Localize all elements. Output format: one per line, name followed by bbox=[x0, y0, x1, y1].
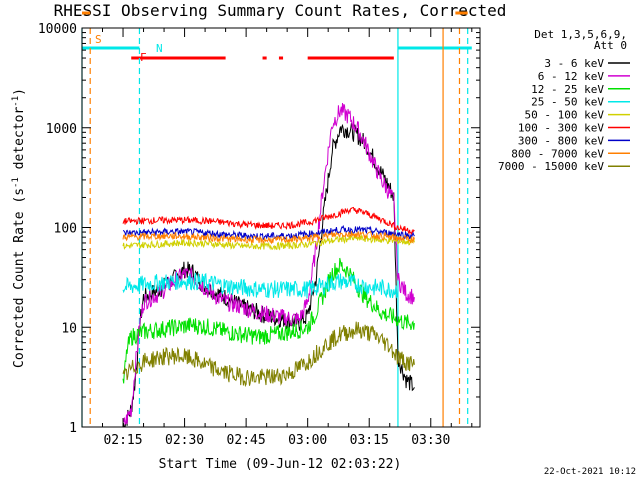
legend-label-3: 25 - 50 keV bbox=[531, 96, 604, 109]
legend-label-2: 12 - 25 keV bbox=[531, 83, 604, 96]
legend-header: Det 1,3,5,6,9,Att 0 bbox=[534, 28, 627, 52]
series-line-2 bbox=[122, 257, 415, 384]
y-tick-label-0: 1 bbox=[69, 421, 77, 436]
x-tick-label-3: 03:00 bbox=[288, 433, 327, 448]
y-tick-label-3: 1000 bbox=[46, 122, 77, 137]
legend-label-0: 3 - 6 keV bbox=[544, 57, 604, 70]
series-line-7 bbox=[122, 230, 415, 245]
legend-label-5: 100 - 300 keV bbox=[518, 122, 604, 135]
legend-label-6: 300 - 800 keV bbox=[518, 134, 604, 147]
series-line-5 bbox=[122, 206, 415, 236]
y-axis-label-main: Corrected Count Rate (s bbox=[12, 188, 27, 368]
y-axis-label-sup1: -1 bbox=[11, 177, 21, 188]
legend-label-7: 800 - 7000 keV bbox=[511, 147, 604, 160]
y-axis-label-sup2: -1 bbox=[11, 96, 21, 107]
y-tick-label-2: 100 bbox=[54, 222, 77, 237]
series-line-1 bbox=[122, 102, 415, 426]
x-tick-label-1: 02:30 bbox=[165, 433, 204, 448]
x-tick-label-5: 03:30 bbox=[411, 433, 450, 448]
legend-label-8: 7000 - 15000 keV bbox=[498, 160, 604, 173]
x-axis-label: Start Time (09-Jun-12 02:03:22) bbox=[159, 457, 402, 472]
flag-label-flare: F bbox=[140, 51, 147, 64]
series-lines bbox=[122, 102, 415, 428]
series-line-4 bbox=[122, 233, 415, 251]
flag-bars: S NF bbox=[82, 11, 472, 64]
x-tick-label-4: 03:15 bbox=[350, 433, 389, 448]
legend-label-1: 6 - 12 keV bbox=[538, 70, 605, 83]
legend-header-line-0: Det 1,3,5,6,9, bbox=[534, 28, 627, 41]
series-line-3 bbox=[122, 272, 399, 299]
y-axis-label: Corrected Count Rate (s-1 detector-1) bbox=[11, 88, 27, 368]
legend-header-line-1: Att 0 bbox=[594, 39, 627, 52]
y-tick-label-1: 10 bbox=[61, 321, 77, 336]
series-line-0 bbox=[122, 123, 415, 428]
series-line-8 bbox=[122, 321, 415, 388]
date-stamp: 22-Oct-2021 10:12 bbox=[544, 467, 636, 477]
x-tick-label-2: 02:45 bbox=[227, 433, 266, 448]
y-axis-label-end: ) bbox=[12, 88, 27, 96]
y-axis-label-mid: detector bbox=[12, 107, 27, 178]
y-tick-label-4: 10000 bbox=[38, 22, 77, 37]
flag-label-saa: S bbox=[95, 33, 102, 46]
plot-axes: 1 10 100 1000 10000 02:15 02:30 02:45 03:00 03:15… bbox=[38, 22, 481, 448]
x-tick-label-0: 02:15 bbox=[103, 433, 142, 448]
flag-label-night: N bbox=[156, 42, 163, 55]
chart-title: RHESSI Observing Summary Count Rates, Co… bbox=[54, 1, 507, 20]
legend-label-4: 50 - 100 keV bbox=[525, 109, 605, 122]
